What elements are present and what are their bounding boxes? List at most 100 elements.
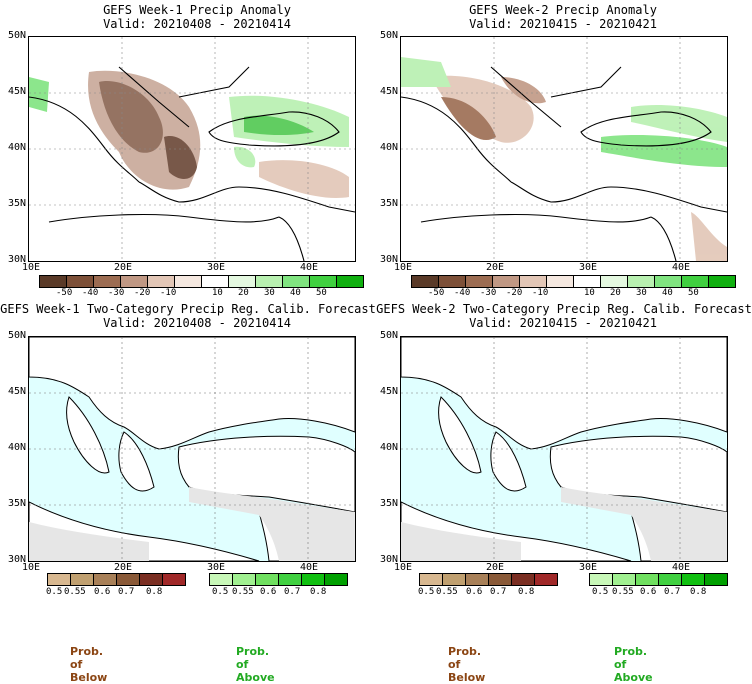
lon-tick: 20E: [114, 262, 133, 273]
panel-title: GEFS Week-2 Two-Category Precip Reg. Cal…: [376, 302, 752, 316]
colorbar-label: 0.5: [592, 587, 609, 597]
colorbar-label: -10: [532, 288, 549, 298]
panel-valid-date: Valid: 20210408 - 20210414: [103, 316, 291, 330]
lat-tick: 35N: [7, 198, 26, 209]
lon-tick: 10E: [22, 562, 41, 573]
anomaly-map-week2: [400, 36, 728, 262]
lat-tick: 45N: [379, 386, 398, 397]
colorbar-label: 0.8: [518, 587, 535, 597]
colorbar-label: -10: [160, 288, 177, 298]
colorbar-label: 20: [238, 288, 249, 298]
colorbar-label: 10: [584, 288, 595, 298]
colorbar-label: 50: [316, 288, 327, 298]
lon-tick: 30E: [207, 562, 226, 573]
lat-tick: 40N: [7, 442, 26, 453]
colorbar-label: -30: [108, 288, 125, 298]
lat-tick: 40N: [7, 142, 26, 153]
nodata-region: [401, 522, 521, 561]
colorbar-label: -40: [454, 288, 471, 298]
colorbar-label: 0.6: [466, 587, 483, 597]
colorbar-label: -20: [506, 288, 523, 298]
colorbar-label: 0.6: [640, 587, 657, 597]
lon-tick: 20E: [486, 262, 505, 273]
prob-above-label: Prob. of Above: [614, 645, 653, 684]
colorbar-label: -50: [428, 288, 445, 298]
lon-tick: 40E: [672, 562, 691, 573]
lon-tick: 30E: [579, 262, 598, 273]
prob-below-label: Prob. of Below: [70, 645, 108, 684]
land-polygon: [438, 396, 482, 474]
colorbar-label: 0.55: [232, 587, 254, 597]
nodata-region: [561, 487, 727, 561]
colorbar-label: -30: [480, 288, 497, 298]
colorbar-label: 0.6: [260, 587, 277, 597]
colorbar-label: 0.5: [46, 587, 63, 597]
colorbar-label: 40: [662, 288, 673, 298]
colorbar-label: 0.55: [436, 587, 458, 597]
lon-tick: 10E: [394, 562, 413, 573]
lat-tick: 50N: [379, 30, 398, 41]
colorbar-label: 30: [264, 288, 275, 298]
lat-tick: 40N: [379, 442, 398, 453]
lat-tick: 35N: [379, 498, 398, 509]
colorbar-label: 20: [610, 288, 621, 298]
anomaly-colorbar: [39, 275, 364, 288]
lon-tick: 40E: [300, 262, 319, 273]
below-colorbar: [419, 573, 558, 586]
land-polygon: [490, 431, 527, 492]
colorbar-label: 0.55: [612, 587, 634, 597]
lat-tick: 35N: [379, 198, 398, 209]
colorbar-label: 0.8: [310, 587, 327, 597]
lat-tick: 50N: [7, 30, 26, 41]
probability-map-week1: [28, 336, 356, 562]
colorbar-label: 0.7: [284, 587, 301, 597]
panel-title: GEFS Week-2 Precip Anomaly: [469, 3, 657, 17]
anomaly-colorbar: [411, 275, 736, 288]
above-colorbar: [589, 573, 728, 586]
lon-tick: 30E: [207, 262, 226, 273]
panel-title: GEFS Week-1 Precip Anomaly: [103, 3, 291, 17]
nodata-region: [29, 522, 149, 561]
panel-valid-date: Valid: 20210415 - 20210421: [469, 316, 657, 330]
lat-tick: 30N: [7, 554, 26, 565]
land-polygon: [66, 396, 110, 474]
prob-above-label: Prob. of Above: [236, 645, 275, 684]
land-polygon: [118, 431, 155, 492]
colorbar-label: 0.5: [212, 587, 229, 597]
lat-tick: 50N: [379, 330, 398, 341]
panel-valid-date: Valid: 20210415 - 20210421: [469, 17, 657, 31]
lon-tick: 20E: [486, 562, 505, 573]
lon-tick: 10E: [22, 262, 41, 273]
prob-below-label: Prob. of Below: [448, 645, 486, 684]
colorbar-label: 10: [212, 288, 223, 298]
lat-tick: 45N: [7, 86, 26, 97]
lat-tick: 50N: [7, 330, 26, 341]
colorbar-label: 0.7: [118, 587, 135, 597]
colorbar-label: -20: [134, 288, 151, 298]
lat-tick: 45N: [7, 386, 26, 397]
colorbar-label: -50: [56, 288, 73, 298]
panel-title: GEFS Week-1 Two-Category Precip Reg. Cal…: [0, 302, 376, 316]
colorbar-label: 0.7: [664, 587, 681, 597]
colorbar-label: -40: [82, 288, 99, 298]
lat-tick: 30N: [379, 554, 398, 565]
nodata-region: [189, 487, 355, 561]
colorbar-label: 0.8: [690, 587, 707, 597]
lon-tick: 30E: [579, 562, 598, 573]
colorbar-label: 0.8: [146, 587, 163, 597]
colorbar-label: 0.5: [418, 587, 435, 597]
lon-tick: 20E: [114, 562, 133, 573]
colorbar-label: 0.7: [490, 587, 507, 597]
colorbar-label: 50: [688, 288, 699, 298]
below-colorbar: [47, 573, 186, 586]
colorbar-label: 30: [636, 288, 647, 298]
colorbar-label: 40: [290, 288, 301, 298]
above-colorbar: [209, 573, 348, 586]
lon-tick: 10E: [394, 262, 413, 273]
lat-tick: 35N: [7, 498, 26, 509]
probability-map-week2: [400, 336, 728, 562]
lon-tick: 40E: [300, 562, 319, 573]
anomaly-map-week1: [28, 36, 356, 262]
colorbar-label: 0.6: [94, 587, 111, 597]
colorbar-label: 0.55: [64, 587, 86, 597]
